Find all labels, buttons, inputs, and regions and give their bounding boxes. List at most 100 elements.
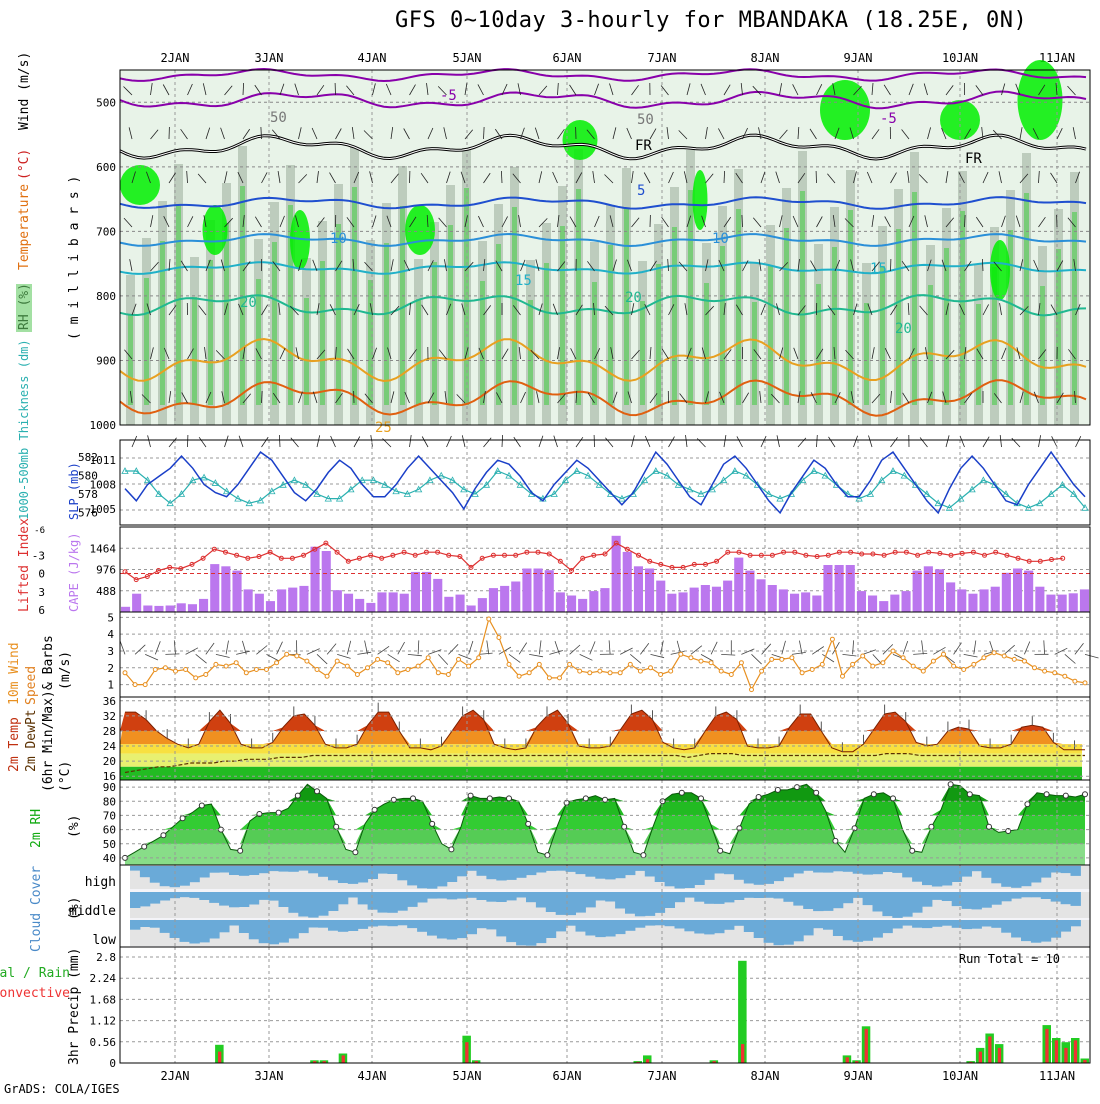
cloud-label: Cloud Cover <box>29 866 44 952</box>
temp-tick: 24 <box>103 740 117 753</box>
cape-bar <box>623 552 632 612</box>
wind-barb-10m <box>206 643 214 654</box>
wind-speed-point <box>244 671 248 675</box>
temp-ylabel: 2m Temp <box>7 717 22 772</box>
precip-convective-bar <box>1064 1048 1067 1063</box>
cloud-bar <box>189 892 199 898</box>
cloud-bar <box>219 920 229 932</box>
wind-speed-point <box>962 668 966 672</box>
rh-blob <box>203 205 228 255</box>
cape-tick: 1464 <box>90 542 117 555</box>
cloud-bar <box>160 866 170 886</box>
cloud-bar <box>1061 866 1071 873</box>
wind-speed-point <box>800 671 804 675</box>
cloud-bar <box>526 892 536 902</box>
rh-point <box>775 787 780 792</box>
wind-speed-point <box>275 661 279 665</box>
cloud-bar <box>952 892 962 906</box>
cape-bar <box>1013 569 1022 613</box>
wind-speed-point <box>335 659 339 663</box>
cloud-bar <box>239 866 249 876</box>
cloud-bar <box>714 920 724 933</box>
wind-tick: 3 <box>107 645 114 658</box>
cloud-bar <box>675 920 685 929</box>
wind-barb-10m <box>216 654 230 657</box>
cloud-bar <box>605 920 615 937</box>
rh-point <box>545 853 550 858</box>
cloud-bar <box>932 866 942 887</box>
cape-bar <box>143 606 152 613</box>
wind-speed-point <box>1043 669 1047 673</box>
wind-barb <box>605 438 613 447</box>
cloud-bar <box>209 920 219 939</box>
precip-convective-bar <box>741 1044 744 1063</box>
wind-barb-10m <box>365 641 368 655</box>
wind-barb-10m <box>347 641 350 655</box>
cape-bar <box>422 572 431 612</box>
contour-label: 10 <box>712 231 729 247</box>
cloud-bar <box>952 866 962 882</box>
rh-blob <box>990 240 1010 300</box>
cape-bar <box>1069 593 1078 612</box>
wind-speed-point <box>942 652 946 656</box>
rh-shade <box>960 211 965 405</box>
rh-point <box>142 844 147 849</box>
cape-tick: 976 <box>96 564 116 577</box>
cloud-bar <box>358 892 368 904</box>
wind-speed-point <box>366 666 370 670</box>
cloud-bar <box>774 920 784 945</box>
cloud-bar <box>972 866 982 871</box>
cloud-bar <box>843 920 853 940</box>
cape-ylabel: CAPE (J/kg) <box>67 533 81 612</box>
rh-point <box>372 807 377 812</box>
cloud-bar <box>813 892 823 911</box>
cloud-ylabel: Cloud Cover <box>29 866 44 952</box>
cloud-bar <box>447 866 457 882</box>
wind-barb <box>724 435 726 447</box>
wind-barb <box>983 437 989 447</box>
cloud-level-high: high <box>85 875 116 890</box>
cloud-bar <box>308 866 318 873</box>
cloud-bar <box>189 920 199 944</box>
li-tick: 0 <box>38 568 45 581</box>
temp-tick: 20 <box>103 755 116 768</box>
rh-blob <box>1018 60 1063 140</box>
rh-point <box>1063 793 1068 798</box>
wind-barb <box>484 438 492 447</box>
cloud-bar <box>744 866 754 884</box>
precip-convective-bar <box>1045 1029 1048 1063</box>
wind-barb-10m <box>549 651 563 655</box>
cloud-bar <box>892 920 902 929</box>
pressure-tick: 800 <box>96 290 116 303</box>
contour-label: 25 <box>375 420 392 436</box>
rh-shade <box>160 241 165 405</box>
wind-speed-point <box>204 673 208 677</box>
rh-shade <box>784 228 789 405</box>
cloud-bar <box>734 920 744 926</box>
cloud-bar <box>308 892 318 918</box>
cape-bar <box>846 565 855 612</box>
cape-bar <box>679 592 688 612</box>
cloud-bar <box>298 892 308 917</box>
cloud-bar <box>625 892 635 914</box>
cloud-bar <box>902 920 912 926</box>
cape-bar <box>545 570 554 612</box>
cloud-bar <box>833 920 843 936</box>
wind-speed-point <box>1022 659 1026 663</box>
contour-label: -5 <box>880 111 897 127</box>
wind-barb <box>462 435 465 447</box>
date-label-top: 9JAN <box>844 51 873 65</box>
wind-speed-point <box>406 668 410 672</box>
cloud-bar <box>496 892 506 902</box>
date-label-top: 6JAN <box>553 51 582 65</box>
wind-speed-point <box>598 669 602 673</box>
cloud-bar <box>229 920 239 926</box>
cloud-bar <box>972 892 982 909</box>
cloud-bar <box>803 920 813 935</box>
wind-speed-point <box>638 669 642 673</box>
temp-ylabel: (6hr Min/Max) <box>41 690 56 792</box>
wind-label: Wind (m/s) <box>17 52 32 130</box>
cloud-bar <box>843 866 853 872</box>
cloud-bar <box>447 920 457 940</box>
rh-shade <box>560 226 565 405</box>
